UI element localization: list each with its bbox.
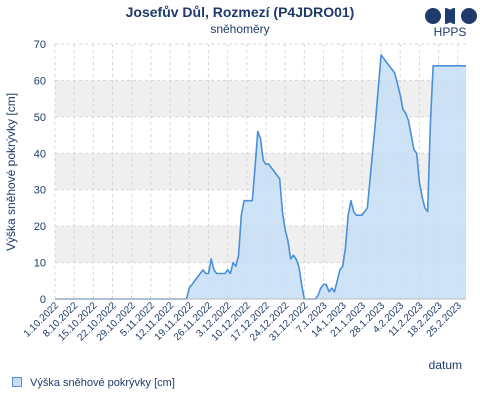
y-tick-label: 70 bbox=[34, 39, 46, 51]
y-tick-label: 60 bbox=[34, 75, 46, 87]
chart-subtitle: sněhoměry bbox=[210, 22, 270, 36]
y-tick-label: 40 bbox=[34, 148, 46, 160]
y-tick-label: 30 bbox=[34, 185, 46, 197]
hpps-logo-icon bbox=[425, 8, 477, 24]
hpps-logo: HPPS bbox=[424, 6, 480, 46]
series-area bbox=[55, 54, 466, 300]
chart-title: Josefův Důl, Rozmezí (P4JDRO01) bbox=[125, 4, 355, 20]
y-tick-label: 10 bbox=[34, 258, 46, 270]
y-tick-label: 0 bbox=[40, 294, 46, 306]
y-tick-label: 20 bbox=[34, 221, 46, 233]
y-tick-label: 50 bbox=[34, 112, 46, 124]
series-layer bbox=[55, 54, 466, 300]
x-axis-label: datum bbox=[429, 358, 462, 372]
legend: Výška sněhové pokrývky [cm] bbox=[12, 377, 175, 389]
legend-label: Výška sněhové pokrývky [cm] bbox=[30, 377, 175, 389]
y-axis-label: Výška sněhové pokrývky [cm] bbox=[4, 93, 18, 251]
legend-swatch bbox=[12, 377, 22, 387]
series-line bbox=[55, 54, 466, 300]
logo-text: HPPS bbox=[433, 25, 467, 39]
